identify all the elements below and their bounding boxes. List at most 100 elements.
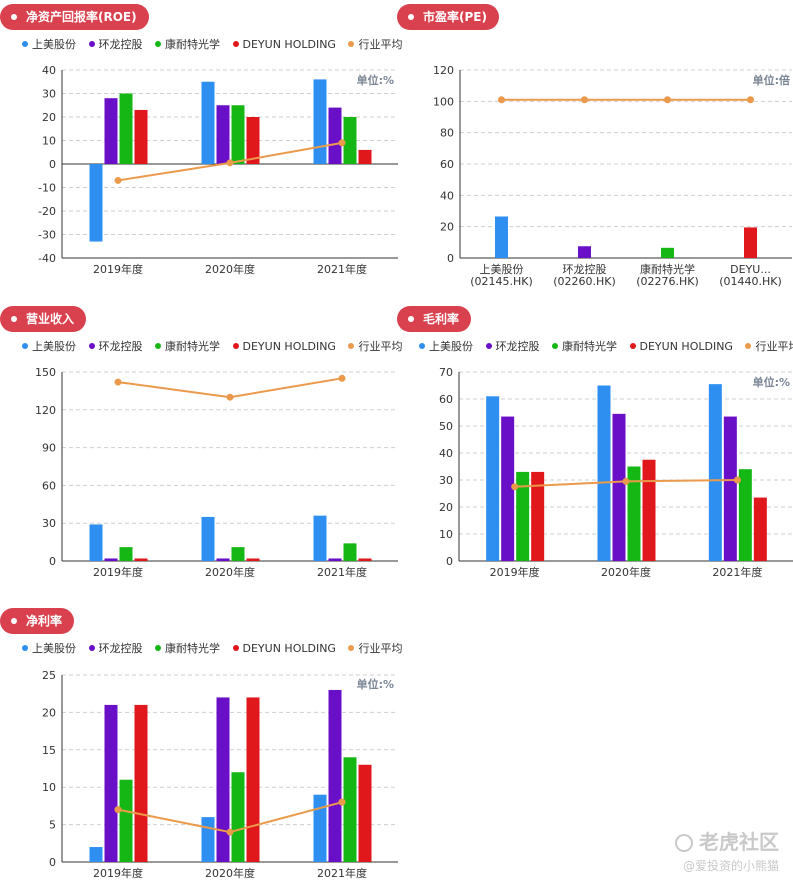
legend-item[interactable]: 康耐特光学	[155, 36, 220, 52]
legend-item[interactable]: 环龙控股	[88, 338, 143, 354]
legend-dot-icon	[552, 343, 558, 349]
chart-legend: 上美股份 环龙控股 康耐特光学 DEYUN HOLDING 行业平均	[22, 338, 411, 354]
average-point	[747, 96, 754, 104]
y-tick-label: 30	[42, 88, 56, 101]
watermark-logo: 老虎社区	[675, 826, 779, 855]
bar	[119, 547, 133, 561]
legend-label: 康耐特光学	[165, 38, 220, 51]
x-tick-label: 2020年度	[205, 866, 255, 880]
x-tick-label: 2021年度	[317, 262, 367, 276]
panel-title: 净利率	[26, 614, 63, 628]
bar	[642, 459, 656, 561]
bar	[343, 757, 357, 862]
bar	[231, 105, 245, 164]
legend-dot-icon	[232, 41, 239, 47]
y-tick-label: 50	[439, 420, 453, 433]
legend-dot-icon	[232, 645, 239, 651]
y-tick-label: 60	[440, 158, 454, 171]
x-tick-label: 2020年度	[205, 262, 255, 276]
x-tick-label: 2021年度	[317, 565, 367, 579]
panel-title-pill: 市盈率(PE)	[397, 4, 499, 30]
legend-item[interactable]: 环龙控股	[88, 640, 143, 656]
bar	[216, 697, 230, 862]
legend-label: 行业平均	[358, 38, 403, 51]
legend-label: DEYUN HOLDING	[242, 642, 336, 655]
legend-item[interactable]: 上美股份	[22, 640, 76, 656]
legend-dot-icon	[155, 41, 161, 47]
legend-item[interactable]: 康耐特光学	[155, 338, 220, 354]
y-tick-label: 40	[42, 64, 56, 77]
bar	[358, 149, 372, 164]
legend-item[interactable]: 行业平均	[348, 338, 402, 354]
watermark-logo-text: 老虎社区	[699, 830, 779, 854]
legend-item[interactable]: 行业平均	[348, 640, 402, 656]
pe-chart: 0 20 40 60 80 100 120 上美股份(02145.HK) 环龙控股(02260.…	[433, 64, 792, 288]
bar	[104, 558, 118, 561]
watermark: 老虎社区 @爱投资的小熊猫	[675, 826, 779, 874]
panel-title-pill: 毛利率	[397, 306, 472, 332]
legend-dot-icon	[22, 343, 28, 349]
legend-label: 环龙控股	[98, 642, 143, 655]
bar	[216, 105, 230, 164]
panel-title: 营业收入	[26, 312, 75, 326]
legend-label: 上美股份	[32, 340, 76, 353]
average-point	[511, 483, 519, 491]
y-tick-label: 70	[439, 366, 453, 379]
net-margin-chart: 0 5 10 15 20 25 2019年度 2020年度 2021年度 单位:%	[42, 669, 398, 880]
bar	[104, 704, 118, 862]
legend-label: DEYUN HOLDING	[639, 340, 733, 353]
legend-label: 康耐特光学	[562, 340, 617, 353]
bar	[201, 516, 215, 561]
bullet-icon	[11, 316, 17, 322]
legend-item[interactable]: DEYUN HOLDING	[629, 340, 733, 353]
panel-title: 净资产回报率(ROE)	[26, 10, 137, 24]
legend-item[interactable]: DEYUN HOLDING	[232, 340, 336, 353]
y-tick-label: 150	[35, 366, 56, 379]
legend-dot-icon	[629, 343, 636, 349]
y-tick-label: 120	[433, 64, 454, 77]
legend-item[interactable]: 康耐特光学	[552, 338, 617, 354]
bar	[231, 547, 245, 561]
legend-item[interactable]: 康耐特光学	[155, 640, 220, 656]
legend-item[interactable]: 上美股份	[22, 338, 76, 354]
bar	[246, 117, 260, 164]
average-line	[117, 801, 343, 834]
legend-label: 环龙控股	[98, 38, 143, 51]
legend-item[interactable]: 行业平均	[348, 36, 402, 52]
unit-label: 单位:%	[357, 677, 394, 691]
legend-dot-icon	[155, 645, 161, 651]
y-tick-label: -30	[38, 229, 56, 242]
y-tick-label: 20	[439, 501, 453, 514]
x-tick-code: (01440.HK)	[719, 275, 782, 288]
legend-item[interactable]: 上美股份	[22, 36, 76, 52]
legend-label: DEYUN HOLDING	[242, 340, 336, 353]
bar	[597, 385, 611, 561]
legend-item[interactable]: 上美股份	[419, 338, 473, 354]
panel-pe: 市盈率(PE) 0 20 40 60 80 100 120 上美股份 (02145.HK) 环龙控…	[397, 4, 793, 294]
average-point	[581, 96, 588, 104]
bar	[89, 524, 103, 561]
x-tick-label: 2019年度	[490, 565, 540, 579]
average-point	[338, 798, 346, 806]
legend-label: 上美股份	[32, 38, 76, 51]
average-point	[114, 378, 122, 386]
legend-item[interactable]: DEYUN HOLDING	[232, 642, 336, 655]
legend-label: 康耐特光学	[165, 642, 220, 655]
legend-item[interactable]: DEYUN HOLDING	[232, 38, 336, 51]
legend-item[interactable]: 行业平均	[745, 338, 793, 354]
average-point	[498, 96, 505, 104]
bar	[661, 247, 674, 258]
y-tick-label: 60	[439, 393, 453, 406]
legend-dot-icon	[348, 41, 355, 47]
legend-dot-icon	[88, 343, 95, 349]
bar	[201, 817, 215, 862]
bar	[328, 689, 342, 862]
panel-title: 毛利率	[423, 312, 460, 326]
panel-revenue: 营业收入 上美股份 环龙控股 康耐特光学 DEYUN HOLDING 行业平均 …	[0, 306, 402, 596]
y-tick-label: 0	[49, 158, 56, 171]
y-tick-label: 15	[42, 744, 56, 757]
unit-label: 单位:倍	[753, 73, 790, 87]
bar	[358, 558, 372, 561]
legend-item[interactable]: 环龙控股	[485, 338, 540, 354]
legend-item[interactable]: 环龙控股	[88, 36, 143, 52]
